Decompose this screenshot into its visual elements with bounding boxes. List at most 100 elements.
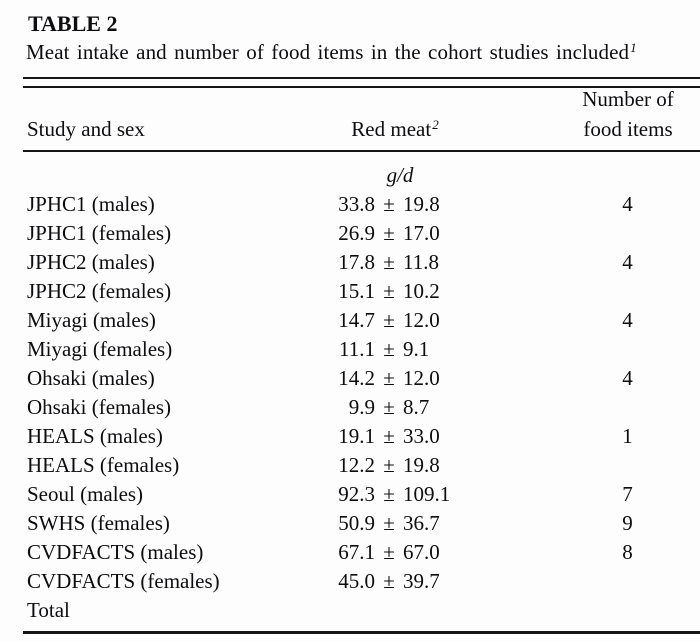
items-cell: 8 <box>622 540 633 564</box>
sd-value: 67.0 <box>403 540 440 564</box>
mean-value: 33.8 <box>338 192 375 216</box>
study-cell: SWHS (females) <box>27 511 170 535</box>
table-row: Miyagi (males) 14.7 ±12.0 4 <box>0 306 700 335</box>
items-cell: 4 <box>622 366 633 390</box>
unit-row: g/d <box>0 161 700 190</box>
sd-value: 10.2 <box>403 279 440 303</box>
sd-value: 9.1 <box>403 337 430 361</box>
items-cell: 1 <box>622 424 633 448</box>
table-row: SWHS (females) 50.9 ±36.7 9 <box>0 509 700 538</box>
study-cell: JPHC2 (males) <box>27 250 155 274</box>
mean-value: 14.7 <box>338 308 375 332</box>
items-cell: 7 <box>622 482 633 506</box>
caption-text: Meat intake and number of food items in … <box>26 40 630 64</box>
red-meat-cell: 9.9 ±8.7 <box>300 393 430 422</box>
mean-value: 12.2 <box>338 453 375 477</box>
red-meat-cell: 14.2 ±12.0 <box>300 364 440 393</box>
plus-minus-sign: ± <box>383 569 395 593</box>
study-cell: Miyagi (females) <box>27 337 173 361</box>
column-header-items-line2: food items <box>583 117 673 141</box>
mean-value: 92.3 <box>338 482 375 506</box>
table-row: JPHC1 (females) 26.9 ±17.0 <box>0 219 700 248</box>
plus-minus-sign: ± <box>383 540 395 564</box>
plus-minus-sign: ± <box>383 192 395 216</box>
table-row: JPHC1 (males) 33.8 ±19.8 4 <box>0 190 700 219</box>
red-meat-cell: 15.1 ±10.2 <box>300 277 440 306</box>
red-meat-cell: 26.9 ±17.0 <box>300 219 440 248</box>
red-meat-cell: 17.8 ±11.8 <box>300 248 439 277</box>
table-label: TABLE 2 <box>28 11 118 36</box>
plus-minus-sign: ± <box>383 308 395 332</box>
plus-minus-sign: ± <box>383 424 395 448</box>
study-cell: JPHC2 (females) <box>27 279 172 303</box>
red-meat-cell: 14.7 ±12.0 <box>300 306 440 335</box>
sd-value: 12.0 <box>403 366 440 390</box>
items-cell: 4 <box>622 308 633 332</box>
table-caption: Meat intake and number of food items in … <box>26 40 637 64</box>
study-cell: Miyagi (males) <box>27 308 156 332</box>
mean-value: 67.1 <box>338 540 375 564</box>
table-row: Ohsaki (females) 9.9 ±8.7 <box>0 393 700 422</box>
column-header-items-line1: Number of <box>582 87 674 111</box>
column-header-study: Study and sex <box>27 117 145 141</box>
sd-value: 109.1 <box>403 482 451 506</box>
table-row-total: Total <box>0 596 700 625</box>
red-meat-cell: 19.1 ±33.0 <box>300 422 440 451</box>
study-cell: JPHC1 (females) <box>27 221 172 245</box>
study-cell: HEALS (males) <box>27 424 163 448</box>
study-cell: CVDFACTS (females) <box>27 569 220 593</box>
sd-value: 8.7 <box>403 395 430 419</box>
red-meat-cell: 12.2 ±19.8 <box>300 451 440 480</box>
study-cell: JPHC1 (males) <box>27 192 155 216</box>
plus-minus-sign: ± <box>383 395 395 419</box>
red-meat-cell: 11.1 ±9.1 <box>300 335 429 364</box>
plus-minus-sign: ± <box>383 337 395 361</box>
table-row: HEALS (males) 19.1 ±33.0 1 <box>0 422 700 451</box>
mean-value: 9.9 <box>348 395 375 419</box>
table-row: Ohsaki (males) 14.2 ±12.0 4 <box>0 364 700 393</box>
items-cell: 9 <box>622 511 633 535</box>
table-row: CVDFACTS (males) 67.1 ±67.0 8 <box>0 538 700 567</box>
plus-minus-sign: ± <box>383 482 395 506</box>
column-header-red-meat: Red meat2 <box>320 118 470 140</box>
table-row: JPHC2 (females) 15.1 ±10.2 <box>0 277 700 306</box>
mean-value: 17.8 <box>338 250 375 274</box>
sd-value: 39.7 <box>403 569 440 593</box>
unit-label: g/d <box>386 163 414 187</box>
bottom-rule <box>23 631 700 634</box>
plus-minus-sign: ± <box>383 453 395 477</box>
plus-minus-sign: ± <box>383 279 395 303</box>
caption-footnote-mark: 1 <box>630 40 637 55</box>
table-row: CVDFACTS (females) 45.0 ±39.7 <box>0 567 700 596</box>
red-meat-cell: 92.3 ±109.1 <box>300 480 450 509</box>
study-cell: CVDFACTS (males) <box>27 540 204 564</box>
sd-value: 19.8 <box>403 453 440 477</box>
table-row: JPHC2 (males) 17.8 ±11.8 4 <box>0 248 700 277</box>
mean-value: 14.2 <box>338 366 375 390</box>
plus-minus-sign: ± <box>383 511 395 535</box>
items-cell: 4 <box>622 250 633 274</box>
top-double-rule <box>23 77 700 88</box>
table-row: Miyagi (females) 11.1 ±9.1 <box>0 335 700 364</box>
red-meat-cell: 67.1 ±67.0 <box>300 538 440 567</box>
red-meat-footnote-mark: 2 <box>432 117 439 132</box>
red-meat-cell: 50.9 ±36.7 <box>300 509 440 538</box>
red-meat-header-text: Red meat <box>351 117 432 141</box>
study-cell: Total <box>27 598 70 622</box>
mean-value: 19.1 <box>338 424 375 448</box>
plus-minus-sign: ± <box>383 250 395 274</box>
sd-value: 36.7 <box>403 511 440 535</box>
mean-value: 11.1 <box>339 337 375 361</box>
header-rule <box>23 150 700 152</box>
mean-value: 26.9 <box>338 221 375 245</box>
sd-value: 33.0 <box>403 424 440 448</box>
table-row: HEALS (females) 12.2 ±19.8 <box>0 451 700 480</box>
plus-minus-sign: ± <box>383 366 395 390</box>
red-meat-cell: 33.8 ±19.8 <box>300 190 440 219</box>
red-meat-cell: 45.0 ±39.7 <box>300 567 440 596</box>
sd-value: 12.0 <box>403 308 440 332</box>
sd-value: 19.8 <box>403 192 440 216</box>
study-cell: HEALS (females) <box>27 453 180 477</box>
mean-value: 45.0 <box>338 569 375 593</box>
